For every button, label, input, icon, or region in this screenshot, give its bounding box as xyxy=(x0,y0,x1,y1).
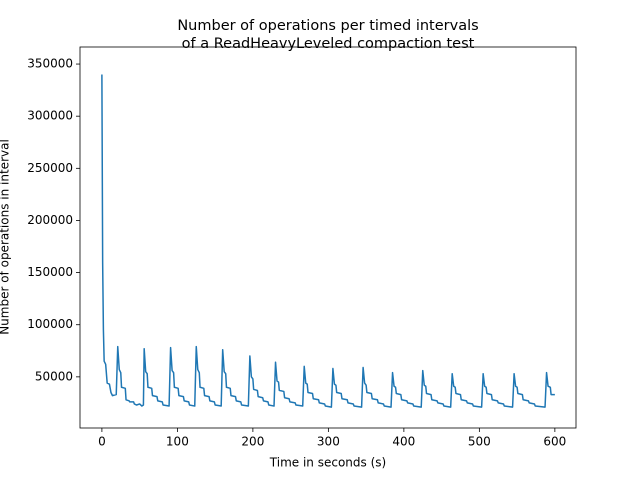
x-tick-label: 300 xyxy=(317,435,340,449)
y-tick-label: 200000 xyxy=(27,213,73,227)
x-tick-label: 400 xyxy=(392,435,415,449)
x-tick-label: 200 xyxy=(241,435,264,449)
chart-title: Number of operations per timed intervals xyxy=(177,18,478,34)
chart-title: of a ReadHeavyLeveled compaction test xyxy=(182,36,475,52)
y-tick-label: 300000 xyxy=(27,109,73,123)
y-tick-label: 150000 xyxy=(27,265,73,279)
y-axis-label: Number of operations in interval xyxy=(0,139,12,335)
y-tick-label: 350000 xyxy=(27,57,73,71)
x-tick-label: 500 xyxy=(468,435,491,449)
x-tick-label: 100 xyxy=(166,435,189,449)
y-tick-label: 100000 xyxy=(27,317,73,331)
y-tick-label: 250000 xyxy=(27,161,73,175)
y-tick-label: 50000 xyxy=(35,369,73,383)
x-axis-label: Time in seconds (s) xyxy=(269,456,386,470)
data-line xyxy=(101,74,555,408)
x-tick-label: 600 xyxy=(543,435,566,449)
x-tick-label: 0 xyxy=(98,435,106,449)
